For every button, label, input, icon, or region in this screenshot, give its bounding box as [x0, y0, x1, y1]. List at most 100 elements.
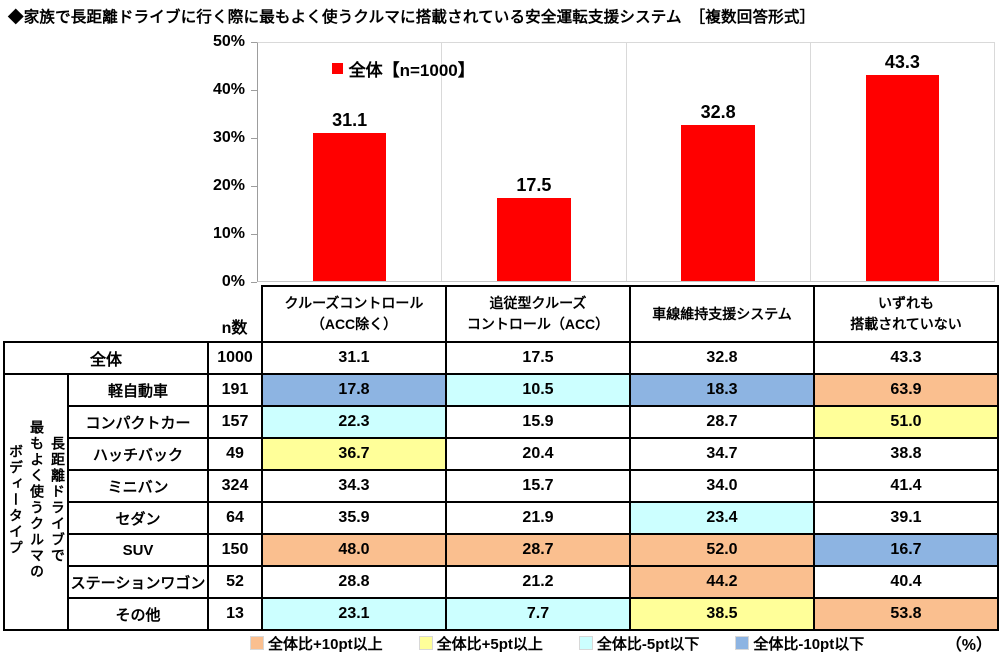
y-tick-mark	[251, 90, 257, 91]
legend-label: 全体比-10pt以下	[753, 635, 865, 653]
chart-legend: 全体【n=1000】	[331, 56, 475, 81]
y-tick-label: 50%	[212, 33, 245, 50]
row-group-label-line: ボディータイプ	[8, 443, 24, 556]
table-cell: 23.1	[261, 597, 447, 631]
bar-chart: 50% 40% 30% 20% 10% 0% 全体【n=1000】 31.1 17.5 32.…	[3, 33, 995, 290]
y-tick-mark	[251, 234, 257, 235]
table-cell: 36.7	[261, 437, 447, 471]
legend-swatch-icon	[250, 636, 264, 650]
n-column-label: n数	[221, 320, 248, 337]
y-tick-label: 40%	[212, 81, 245, 98]
column-header: 車線維持支援システム	[629, 285, 815, 343]
legend-item: 全体比-10pt以下	[735, 633, 864, 654]
table-cell: 23.4	[629, 501, 815, 535]
table-cell: 17.8	[261, 373, 447, 407]
table-total-row: 全体 1000 31.1 17.5 32.8 43.3	[3, 341, 999, 375]
bar-value-label: 43.3	[884, 51, 920, 72]
total-row-n: 1000	[207, 341, 263, 375]
legend-unit: （%）	[945, 637, 992, 654]
table-cell: 17.5	[445, 341, 631, 375]
legend-item: 全体比+10pt以上	[250, 633, 383, 654]
legend-item: 全体比-5pt以下	[578, 633, 700, 654]
bar	[865, 74, 940, 281]
table-cell: 51.0	[813, 405, 999, 439]
table-cell: 34.3	[261, 469, 447, 503]
table-cell: 39.1	[813, 501, 999, 535]
row-group-label-line: 最もよく使うクルマの	[29, 419, 45, 580]
table-cell: 15.9	[445, 405, 631, 439]
total-row-label: 全体	[3, 341, 209, 375]
row-group-label: 長距離ドライブで 最もよく使うクルマの ボディータイプ	[3, 373, 69, 631]
table-cell: 16.7	[813, 533, 999, 567]
row-n: 157	[207, 405, 263, 439]
table-cell: 43.3	[813, 341, 999, 375]
data-table: n数 クルーズコントロール （ACC除く） 追従型クルーズ コントロール（ACC）…	[3, 285, 999, 631]
table-cell: 15.7	[445, 469, 631, 503]
table-cell: 32.8	[629, 341, 815, 375]
table-cell: 34.7	[629, 437, 815, 471]
bar-slot: 31.1	[258, 43, 443, 281]
column-header: 追従型クルーズ コントロール（ACC）	[445, 285, 631, 343]
table-cell: 18.3	[629, 373, 815, 407]
chart-y-axis: 50% 40% 30% 20% 10% 0%	[3, 33, 257, 290]
bar-slot: 43.3	[811, 43, 994, 281]
chart-plot: 全体【n=1000】 31.1 17.5 32.8 43.3	[257, 42, 995, 282]
legend-label: 全体比-5pt以下	[596, 635, 700, 653]
table-cell: 53.8	[813, 597, 999, 631]
row-group-label-text: 長距離ドライブで 最もよく使うクルマの ボディータイプ	[6, 419, 66, 580]
table-row: その他 13 23.1 7.7 38.5 53.8	[4, 597, 999, 631]
series-label: 全体【n=1000】	[348, 61, 475, 80]
row-label: セダン	[67, 501, 209, 535]
color-legend: 全体比+10pt以上 全体比+5pt以上 全体比-5pt以下 全体比-10pt以下 （%…	[250, 631, 994, 654]
y-tick-mark	[251, 42, 257, 43]
table-cell: 31.1	[261, 341, 447, 375]
bar-slot: 32.8	[627, 43, 811, 281]
table-cell: 52.0	[629, 533, 815, 567]
table-header-row: n数 クルーズコントロール （ACC除く） 追従型クルーズ コントロール（ACC）…	[4, 285, 999, 343]
table-cell: 40.4	[813, 565, 999, 599]
bar-value-label: 17.5	[516, 174, 552, 195]
y-tick-mark	[251, 138, 257, 139]
table-row: ステーションワゴン 52 28.8 21.2 44.2 40.4	[4, 565, 999, 599]
table-row: セダン 64 35.9 21.9 23.4 39.1	[4, 501, 999, 535]
table-body: 長距離ドライブで 最もよく使うクルマの ボディータイプ 軽自動車 191 17.8 10.5…	[3, 373, 999, 631]
row-label: ミニバン	[67, 469, 209, 503]
legend-label: 全体比+10pt以上	[268, 635, 383, 653]
table-cell: 21.2	[445, 565, 631, 599]
bar-value-label: 31.1	[332, 109, 368, 130]
table-cell: 7.7	[445, 597, 631, 631]
row-label: SUV	[67, 533, 209, 567]
table-cell: 44.2	[629, 565, 815, 599]
bar	[312, 132, 387, 281]
column-header: クルーズコントロール （ACC除く）	[261, 285, 447, 343]
row-label: ステーションワゴン	[67, 565, 209, 599]
table-cell: 38.8	[813, 437, 999, 471]
table-row: コンパクトカー 157 22.3 15.9 28.7 51.0	[4, 405, 999, 439]
y-tick-label: 30%	[212, 129, 245, 146]
legend-swatch-icon	[578, 636, 593, 650]
y-tick-label: 0%	[221, 273, 245, 290]
y-tick-mark	[251, 282, 257, 283]
page-title: ◆家族で長距離ドライブに行く際に最もよく使うクルマに搭載されている安全運転支援シ…	[8, 9, 816, 26]
table-cell: 34.0	[629, 469, 815, 503]
table-row: 長距離ドライブで 最もよく使うクルマの ボディータイプ 軽自動車 191 17.8 10.5…	[3, 373, 999, 631]
bar-value-label: 32.8	[700, 101, 736, 122]
legend-item: 全体比+5pt以上	[418, 633, 543, 654]
row-label: その他	[67, 597, 209, 631]
table-cell: 38.5	[629, 597, 815, 631]
table-cell: 35.9	[261, 501, 447, 535]
table-row: ハッチバック 49 36.7 20.4 34.7 38.8	[4, 437, 999, 471]
bar	[681, 124, 755, 281]
header-spacer	[4, 286, 208, 342]
table-row: SUV 150 48.0 28.7 52.0 16.7	[4, 533, 999, 567]
table-cell: 22.3	[261, 405, 447, 439]
legend-label: 全体比+5pt以上	[436, 635, 543, 653]
table-cell: 21.9	[445, 501, 631, 535]
table-cell: 28.7	[445, 533, 631, 567]
table-cell: 48.0	[261, 533, 447, 567]
row-n: 13	[207, 597, 263, 631]
table-cell: 41.4	[813, 469, 999, 503]
table-cell: 28.7	[629, 405, 815, 439]
row-n: 52	[207, 565, 263, 599]
